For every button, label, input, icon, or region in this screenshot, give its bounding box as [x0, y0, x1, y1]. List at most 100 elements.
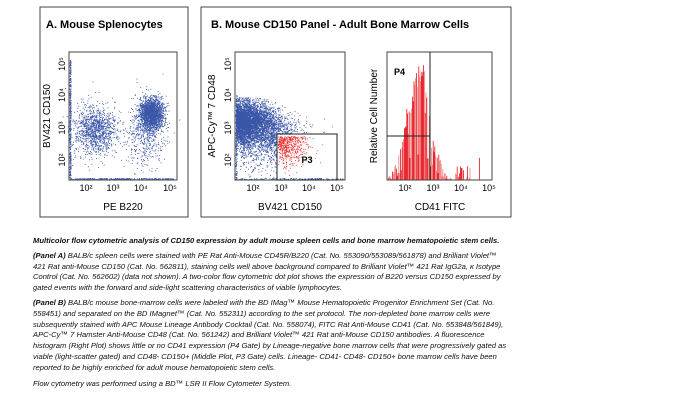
- event-dot: [152, 98, 154, 99]
- event-dot: [148, 114, 150, 116]
- event-dot: [155, 97, 156, 99]
- event-dot: [251, 104, 253, 105]
- event-dot: [74, 152, 76, 154]
- event-dot: [69, 156, 71, 158]
- event-dot: [123, 178, 125, 179]
- event-dot: [89, 128, 91, 130]
- event-dot: [107, 122, 109, 124]
- event-dot: [109, 127, 111, 129]
- event-dot: [69, 143, 71, 145]
- event-dot: [109, 113, 111, 115]
- event-dot: [156, 99, 158, 101]
- event-dot: [267, 109, 269, 111]
- event-dot: [91, 128, 93, 130]
- event-dot: [155, 145, 157, 147]
- event-dot: [102, 138, 104, 140]
- event-dot: [139, 150, 141, 152]
- event-dot: [150, 102, 152, 104]
- event-dot: [154, 113, 156, 115]
- event-dot: [264, 125, 266, 127]
- event-dot: [283, 126, 285, 128]
- event-dot: [107, 152, 109, 153]
- event-dot: [156, 113, 158, 115]
- event-dot: [244, 106, 246, 108]
- event-dot: [137, 128, 139, 130]
- event-dot: [104, 144, 106, 146]
- event-dot: [140, 137, 142, 139]
- event-dot: [134, 136, 136, 138]
- event-dot: [100, 139, 102, 141]
- event-dot: [135, 150, 137, 152]
- event-dot: [273, 131, 275, 133]
- event-dot: [101, 134, 103, 136]
- event-dot: [97, 147, 99, 149]
- event-dot: [77, 178, 79, 180]
- event-dot: [96, 124, 97, 125]
- event-dot: [160, 133, 162, 135]
- event-dot: [160, 96, 162, 98]
- event-dot: [142, 124, 144, 126]
- event-dot: [70, 108, 72, 110]
- event-dot: [154, 150, 156, 152]
- event-dot: [154, 100, 155, 101]
- event-dot: [90, 112, 91, 114]
- event-dot: [164, 124, 166, 126]
- event-dot: [164, 158, 165, 160]
- event-dot: [105, 148, 107, 150]
- event-dot: [156, 124, 158, 126]
- event-dot: [100, 140, 101, 142]
- event-dot: [102, 147, 104, 149]
- event-dot: [115, 133, 117, 135]
- event-dot: [118, 117, 120, 119]
- event-dot: [132, 136, 134, 138]
- event-dot: [100, 119, 101, 120]
- event-dot: [156, 115, 158, 117]
- event-dot: [148, 141, 150, 143]
- event-dot: [85, 136, 86, 138]
- event-dot: [151, 107, 153, 109]
- event-dot: [91, 135, 93, 137]
- event-dot: [103, 117, 104, 118]
- event-dot: [149, 103, 151, 105]
- event-dot: [98, 128, 99, 129]
- event-dot: [128, 160, 130, 162]
- event-dot: [252, 99, 254, 101]
- event-dot: [246, 102, 248, 104]
- event-dot: [161, 112, 163, 114]
- event-dot: [94, 142, 96, 144]
- event-dot: [144, 97, 146, 99]
- event-dot: [86, 135, 88, 137]
- event-dot: [236, 135, 237, 137]
- event-dot: [267, 117, 269, 119]
- event-dot: [168, 105, 170, 106]
- event-dot: [83, 123, 85, 125]
- event-dot: [83, 122, 84, 124]
- event-dot: [88, 134, 90, 136]
- event-dot: [105, 123, 107, 125]
- event-dot: [79, 114, 80, 116]
- event-dot: [100, 117, 101, 119]
- event-dot: [142, 136, 144, 138]
- event-dot: [113, 116, 114, 118]
- event-dot: [88, 135, 90, 137]
- event-dot: [90, 126, 92, 127]
- event-dot: [69, 73, 71, 75]
- event-dot: [95, 136, 97, 138]
- event-dot: [82, 141, 84, 143]
- event-dot: [140, 141, 142, 143]
- event-dot: [90, 118, 92, 120]
- event-dot: [256, 102, 257, 103]
- event-dot: [148, 114, 150, 116]
- event-dot: [142, 130, 144, 132]
- event-dot: [154, 111, 156, 113]
- event-dot: [85, 148, 86, 150]
- event-dot: [75, 136, 77, 137]
- event-dot: [120, 112, 122, 113]
- event-dot: [151, 111, 153, 112]
- event-dot: [148, 109, 149, 111]
- event-dot: [92, 131, 94, 133]
- event-dot: [118, 110, 120, 112]
- event-dot: [153, 130, 155, 132]
- event-dot: [151, 121, 153, 123]
- event-dot: [91, 158, 93, 160]
